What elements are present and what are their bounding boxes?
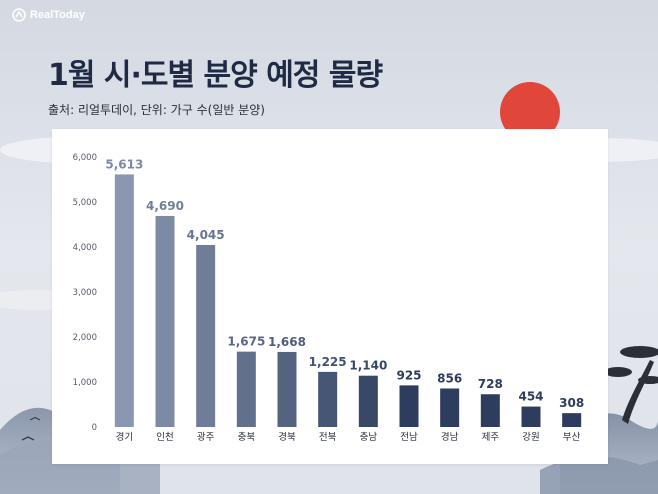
x-tick-label: 부산 <box>563 432 581 443</box>
bar <box>480 394 500 427</box>
bar-value-label: 728 <box>478 377 503 391</box>
bar-value-label: 4,045 <box>187 228 225 242</box>
x-tick-label: 경기 <box>116 431 133 443</box>
bar <box>440 388 460 427</box>
x-tick-label: 전남 <box>400 432 418 443</box>
bar-value-label: 5,613 <box>105 157 143 171</box>
sun-shape <box>500 82 560 142</box>
y-tick-label: 4,000 <box>73 243 97 253</box>
y-tick-label: 0 <box>92 423 97 433</box>
bar-value-label: 308 <box>559 396 584 410</box>
bars-group <box>114 174 582 427</box>
page-title: 1월 시·도별 분양 예정 물량 <box>48 58 383 93</box>
bar <box>562 413 582 427</box>
brand-name: RealToday <box>30 9 85 21</box>
bar <box>236 351 256 427</box>
y-tick-label: 5,000 <box>73 198 97 208</box>
bar <box>114 174 134 427</box>
y-axis: 0 1,000 2,000 3,000 4,000 5,000 6,000 <box>73 153 97 433</box>
x-tick-label: 전북 <box>319 432 337 443</box>
bar-value-label: 1,225 <box>309 355 347 369</box>
x-tick-label: 충북 <box>238 432 256 443</box>
y-tick-label: 3,000 <box>73 288 97 298</box>
y-tick-label: 2,000 <box>73 333 97 343</box>
chart-subtitle: 출처: 리얼투데이, 단위: 가구 수(일반 분양) <box>48 103 265 117</box>
bar <box>521 406 541 427</box>
bar <box>277 351 297 427</box>
bar-value-label: 1,668 <box>268 335 306 349</box>
x-tick-label: 광주 <box>197 431 215 443</box>
x-tick-label: 경북 <box>278 431 296 443</box>
bar-value-label: 4,690 <box>146 199 184 213</box>
bar-value-label: 1,140 <box>349 359 387 373</box>
bar <box>155 215 175 427</box>
pine-tree-shape <box>604 346 658 424</box>
x-tick-label: 경남 <box>441 431 459 443</box>
bar <box>358 375 378 427</box>
bar-value-label: 1,675 <box>227 335 265 349</box>
bar-value-label: 925 <box>396 368 421 382</box>
y-tick-label: 1,000 <box>73 378 97 388</box>
x-tick-label: 제주 <box>482 432 500 443</box>
bar <box>318 371 338 427</box>
bar-chart: 0 1,000 2,000 3,000 4,000 5,000 6,000 5,613 4,6… <box>73 153 585 443</box>
x-tick-label: 강원 <box>522 432 539 443</box>
x-axis: 경기 인천 광주 충북 경북 전북 충남 전남 경남 제주 강원 부산 <box>116 431 581 443</box>
bar-value-label: 856 <box>437 371 462 385</box>
bar <box>399 385 419 427</box>
bar <box>196 244 216 427</box>
y-tick-label: 6,000 <box>73 153 97 163</box>
bar-value-label: 454 <box>518 390 543 404</box>
x-tick-label: 인천 <box>156 432 173 443</box>
brand-logo-icon <box>12 8 26 22</box>
x-tick-label: 충남 <box>360 432 378 443</box>
brand-logo: RealToday <box>12 8 85 22</box>
chart-panel: 0 1,000 2,000 3,000 4,000 5,000 6,000 5,613 4,6… <box>52 129 608 464</box>
